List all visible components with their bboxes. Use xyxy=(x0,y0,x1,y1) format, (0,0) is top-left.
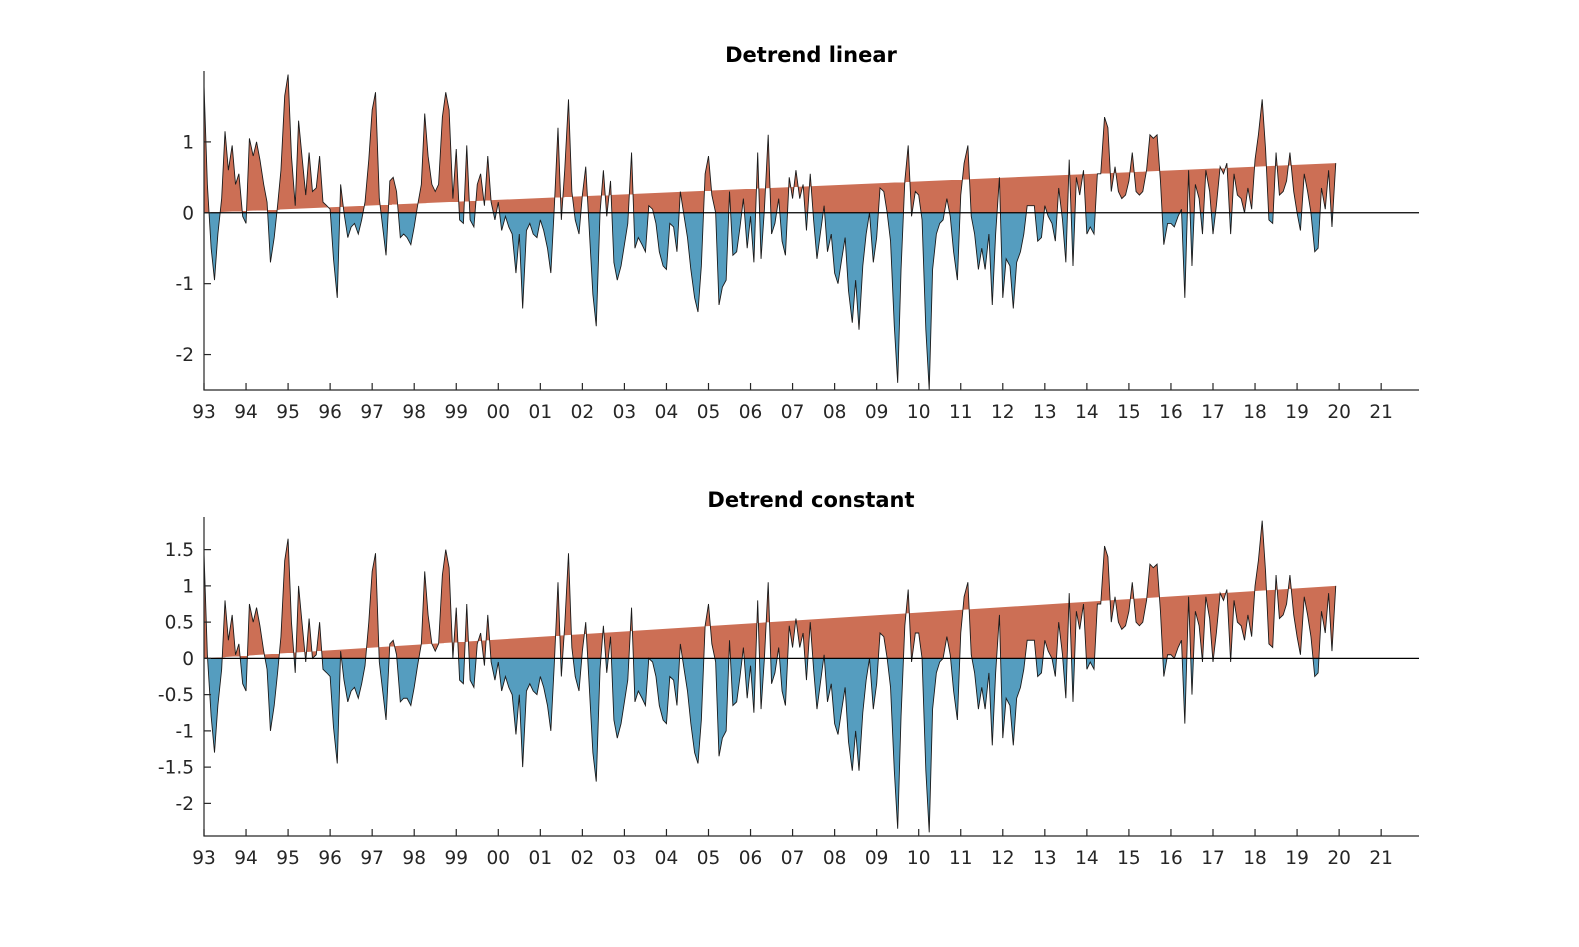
x-tick-label: 18 xyxy=(1243,402,1267,423)
x-tick-label: 19 xyxy=(1285,402,1309,423)
x-tick-label: 14 xyxy=(1075,402,1099,423)
x-tick-label: 01 xyxy=(529,848,553,869)
series-line xyxy=(203,74,1337,391)
positive-fill xyxy=(204,74,1336,213)
negative-area xyxy=(204,658,1336,833)
x-tick-label: 09 xyxy=(865,402,889,423)
x-tick-label: 15 xyxy=(1117,402,1141,423)
x-tick-label: 02 xyxy=(571,848,595,869)
x-tick-label: 12 xyxy=(991,402,1015,423)
x-tick-label: 98 xyxy=(402,402,426,423)
x-tick-label: 16 xyxy=(1159,402,1183,423)
series-outline xyxy=(203,74,1337,391)
x-tick-label: 96 xyxy=(318,848,342,869)
x-tick-label: 06 xyxy=(739,402,763,423)
x-tick-label: 09 xyxy=(865,848,889,869)
chart-title: Detrend constant xyxy=(707,488,914,512)
x-tick-label: 02 xyxy=(571,402,595,423)
x-tick-label: 07 xyxy=(781,402,805,423)
y-tick-label: 0 xyxy=(182,203,194,224)
y-tick-label: 0 xyxy=(182,649,194,670)
x-axis-ticks: 93 94 95 96 97 98 99 00 01 02 03 04 05 06 07 08 09 10 11 12… xyxy=(192,829,1393,869)
x-tick-label: 07 xyxy=(781,848,805,869)
x-tick-label: 12 xyxy=(991,848,1015,869)
negative-area xyxy=(204,212,1336,390)
chart-detrend-constant: Detrend constant -2 -1.5 -1 -0.5 0 0.5 1 1.5 93… xyxy=(158,488,1419,869)
x-tick-label: 93 xyxy=(192,402,216,423)
x-tick-label: 13 xyxy=(1033,848,1057,869)
x-tick-label: 99 xyxy=(444,848,468,869)
series-line xyxy=(203,520,1337,833)
x-tick-label: 98 xyxy=(402,848,426,869)
x-tick-label: 03 xyxy=(613,848,637,869)
chart-title: Detrend linear xyxy=(725,43,897,67)
x-tick-label: 05 xyxy=(697,848,721,869)
x-tick-label: 00 xyxy=(487,402,511,423)
x-tick-label: 08 xyxy=(823,848,847,869)
x-tick-label: 94 xyxy=(234,402,258,423)
x-tick-label: 97 xyxy=(360,402,384,423)
positive-fill xyxy=(204,520,1336,659)
y-tick-label: 1.5 xyxy=(165,540,194,561)
x-tick-label: 11 xyxy=(949,402,973,423)
x-tick-label: 00 xyxy=(487,848,511,869)
x-tick-label: 03 xyxy=(613,402,637,423)
x-tick-label: 04 xyxy=(655,402,679,423)
y-tick-label: -0.5 xyxy=(158,685,194,706)
y-tick-label: 1 xyxy=(182,576,194,597)
x-tick-label: 11 xyxy=(949,848,973,869)
x-axis-ticks: 93 94 95 96 97 98 99 00 01 02 03 04 05 06 07 08 09 10 11 12… xyxy=(192,383,1393,423)
y-tick-label: -1.5 xyxy=(158,758,194,779)
negative-fill xyxy=(204,212,1336,390)
x-tick-label: 20 xyxy=(1327,848,1351,869)
x-tick-label: 94 xyxy=(234,848,258,869)
x-tick-label: 93 xyxy=(192,848,216,869)
positive-area xyxy=(204,520,1336,659)
x-tick-label: 17 xyxy=(1201,402,1225,423)
y-tick-label: 1 xyxy=(182,132,194,153)
x-tick-label: 99 xyxy=(444,402,468,423)
x-tick-label: 06 xyxy=(739,848,763,869)
y-tick-label: -2 xyxy=(176,345,194,366)
x-tick-label: 10 xyxy=(907,402,931,423)
x-tick-label: 04 xyxy=(655,848,679,869)
x-tick-label: 18 xyxy=(1243,848,1267,869)
positive-area xyxy=(204,74,1336,213)
x-tick-label: 21 xyxy=(1369,848,1393,869)
x-tick-label: 17 xyxy=(1201,848,1225,869)
x-tick-label: 97 xyxy=(360,848,384,869)
y-tick-label: 0.5 xyxy=(165,613,194,634)
x-tick-label: 15 xyxy=(1117,848,1141,869)
x-tick-label: 95 xyxy=(276,848,300,869)
y-axis-ticks: -2 -1.5 -1 -0.5 0 0.5 1 1.5 xyxy=(158,540,211,815)
y-tick-label: -2 xyxy=(176,794,194,815)
chart-detrend-linear: Detrend linear -2-101 93 94 95 96 97 98 99 00 01… xyxy=(176,43,1419,423)
x-tick-label: 20 xyxy=(1327,402,1351,423)
y-tick-label: -1 xyxy=(176,274,194,295)
x-tick-label: 19 xyxy=(1285,848,1309,869)
x-tick-label: 21 xyxy=(1369,402,1393,423)
negative-fill xyxy=(204,658,1336,833)
x-tick-label: 13 xyxy=(1033,402,1057,423)
x-tick-label: 10 xyxy=(907,848,931,869)
x-tick-label: 14 xyxy=(1075,848,1099,869)
x-tick-label: 16 xyxy=(1159,848,1183,869)
series-outline xyxy=(203,520,1337,833)
y-tick-label: -1 xyxy=(176,721,194,742)
y-axis-ticks: -2 -1 0 1 xyxy=(176,132,211,366)
x-tick-label: 08 xyxy=(823,402,847,423)
x-tick-label: 96 xyxy=(318,402,342,423)
x-tick-label: 01 xyxy=(529,402,553,423)
x-tick-label: 05 xyxy=(697,402,721,423)
x-tick-label: 95 xyxy=(276,402,300,423)
